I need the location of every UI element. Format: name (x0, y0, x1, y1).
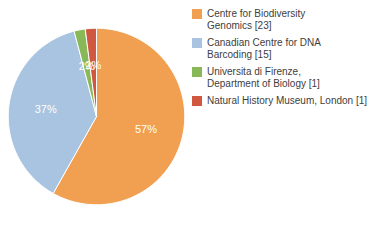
svg-text:37%: 37% (35, 103, 57, 115)
svg-text:2%: 2% (85, 59, 101, 71)
svg-text:57%: 57% (135, 123, 157, 135)
html-text:Universita di Firenze, Departm: Universita di Firenze, Department of Bio… (207, 66, 320, 89)
html-text:Centre for Biodiversity Genomi: Centre for Biodiversity Genomics [23] (207, 8, 306, 31)
html-text:Natural History Museum, London: Natural History Museum, London [1] (207, 95, 368, 106)
html-text:Canadian Centre for DNA Barcod: Canadian Centre for DNA Barcoding [15] (207, 37, 321, 60)
